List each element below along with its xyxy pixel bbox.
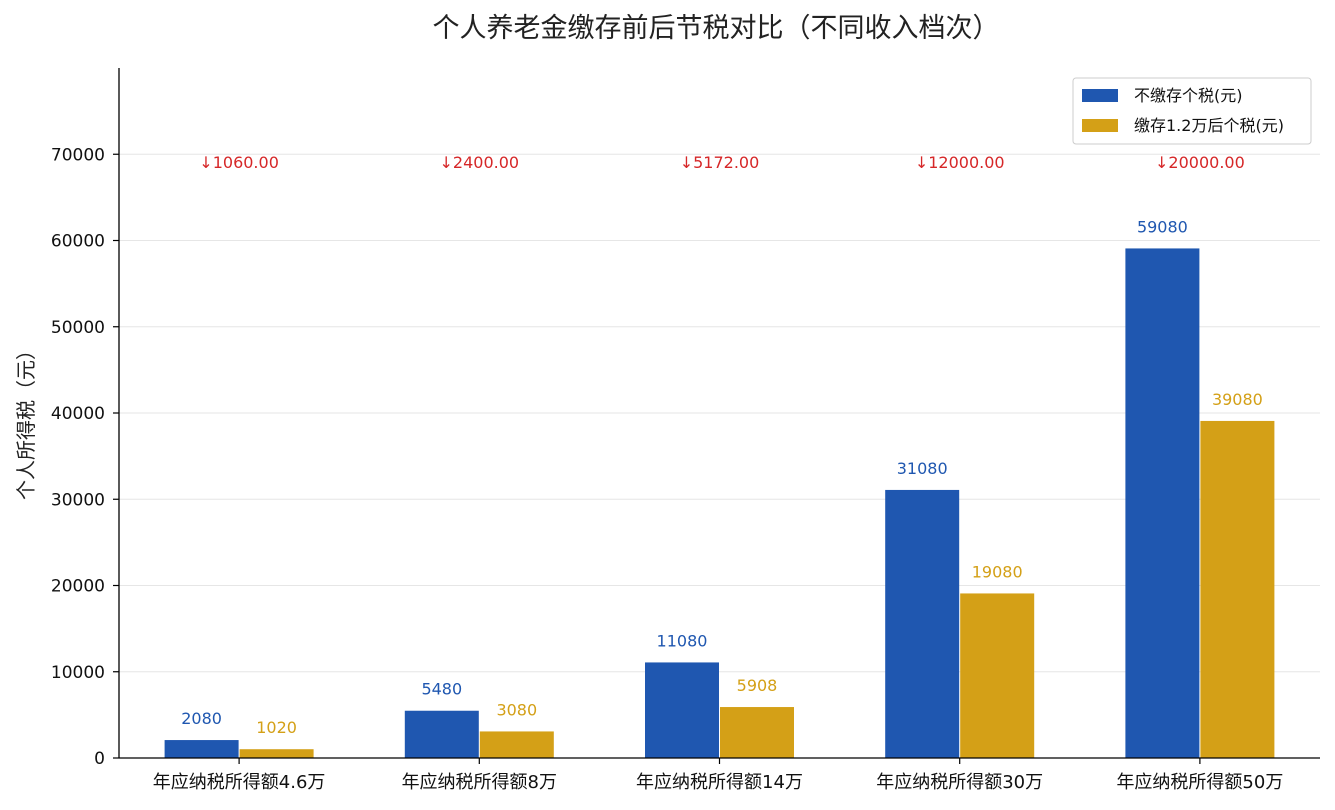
bar-after-deposit bbox=[960, 593, 1035, 758]
savings-label: ↓2400.00 bbox=[440, 153, 520, 172]
bar-after-deposit bbox=[239, 749, 314, 758]
bar-value-labels: 2080 1020 5480 3080 11080 5908 31080 19080 59080… bbox=[181, 217, 1263, 737]
bar-after-deposit bbox=[479, 731, 554, 758]
value-label-after-deposit: 39080 bbox=[1212, 390, 1263, 409]
y-tick-label: 70000 bbox=[51, 145, 105, 165]
value-label-no-deposit: 5480 bbox=[421, 680, 462, 699]
legend-swatch-after-deposit bbox=[1082, 119, 1118, 132]
x-tick-label: 年应纳税所得额50万 bbox=[1116, 772, 1283, 793]
value-label-after-deposit: 5908 bbox=[737, 676, 778, 695]
bar-after-deposit bbox=[720, 707, 794, 758]
x-tick-label: 年应纳税所得额30万 bbox=[876, 772, 1043, 793]
bar-no-deposit bbox=[1125, 248, 1200, 758]
x-tick-label: 年应纳税所得额8万 bbox=[402, 772, 557, 793]
y-tick-label: 50000 bbox=[51, 318, 105, 338]
savings-label: ↓5172.00 bbox=[680, 153, 760, 172]
bar-no-deposit bbox=[645, 662, 719, 758]
y-tick-label: 30000 bbox=[51, 490, 105, 510]
legend-label-after-deposit: 缴存1.2万后个税(元) bbox=[1134, 116, 1284, 135]
y-axis-label: 个人所得税（元） bbox=[14, 340, 38, 500]
x-tick-label: 年应纳税所得额14万 bbox=[636, 772, 803, 793]
bar-no-deposit bbox=[404, 710, 479, 758]
savings-label: ↓12000.00 bbox=[915, 153, 1005, 172]
value-label-no-deposit: 31080 bbox=[897, 459, 948, 478]
y-tick-label: 20000 bbox=[51, 577, 105, 597]
x-ticks: 年应纳税所得额4.6万 年应纳税所得额8万 年应纳税所得额14万 年应纳税所得额30万… bbox=[153, 758, 1283, 793]
bars bbox=[164, 248, 1275, 758]
value-label-after-deposit: 19080 bbox=[972, 562, 1023, 581]
savings-label: ↓20000.00 bbox=[1155, 153, 1245, 172]
bar-no-deposit bbox=[885, 489, 960, 758]
gridlines bbox=[119, 153, 1320, 673]
value-label-after-deposit: 1020 bbox=[256, 718, 297, 737]
savings-annotations: ↓1060.00 ↓2400.00 ↓5172.00 ↓12000.00 ↓20000.… bbox=[199, 153, 1244, 172]
y-tick-label: 40000 bbox=[51, 404, 105, 424]
legend-label-no-deposit: 不缴存个税(元) bbox=[1134, 86, 1243, 105]
y-tick-label: 0 bbox=[94, 749, 105, 769]
value-label-no-deposit: 2080 bbox=[181, 709, 222, 728]
legend-swatch-no-deposit bbox=[1082, 89, 1118, 102]
y-tick-label: 10000 bbox=[51, 663, 105, 683]
value-label-after-deposit: 3080 bbox=[496, 700, 537, 719]
legend-box bbox=[1072, 77, 1312, 145]
y-tick-label: 60000 bbox=[51, 232, 105, 252]
chart-title: 个人养老金缴存前后节税对比（不同收入档次） bbox=[433, 13, 1000, 44]
value-label-no-deposit: 59080 bbox=[1137, 217, 1188, 236]
y-ticks: 0 10000 20000 30000 40000 50000 60000 70000 bbox=[51, 145, 119, 769]
bar-no-deposit bbox=[164, 740, 239, 758]
x-tick-label: 年应纳税所得额4.6万 bbox=[153, 772, 326, 793]
savings-label: ↓1060.00 bbox=[199, 153, 279, 172]
legend: 不缴存个税(元) 缴存1.2万后个税(元) bbox=[1072, 77, 1312, 145]
value-label-no-deposit: 11080 bbox=[657, 631, 708, 650]
bar-after-deposit bbox=[1200, 420, 1275, 758]
